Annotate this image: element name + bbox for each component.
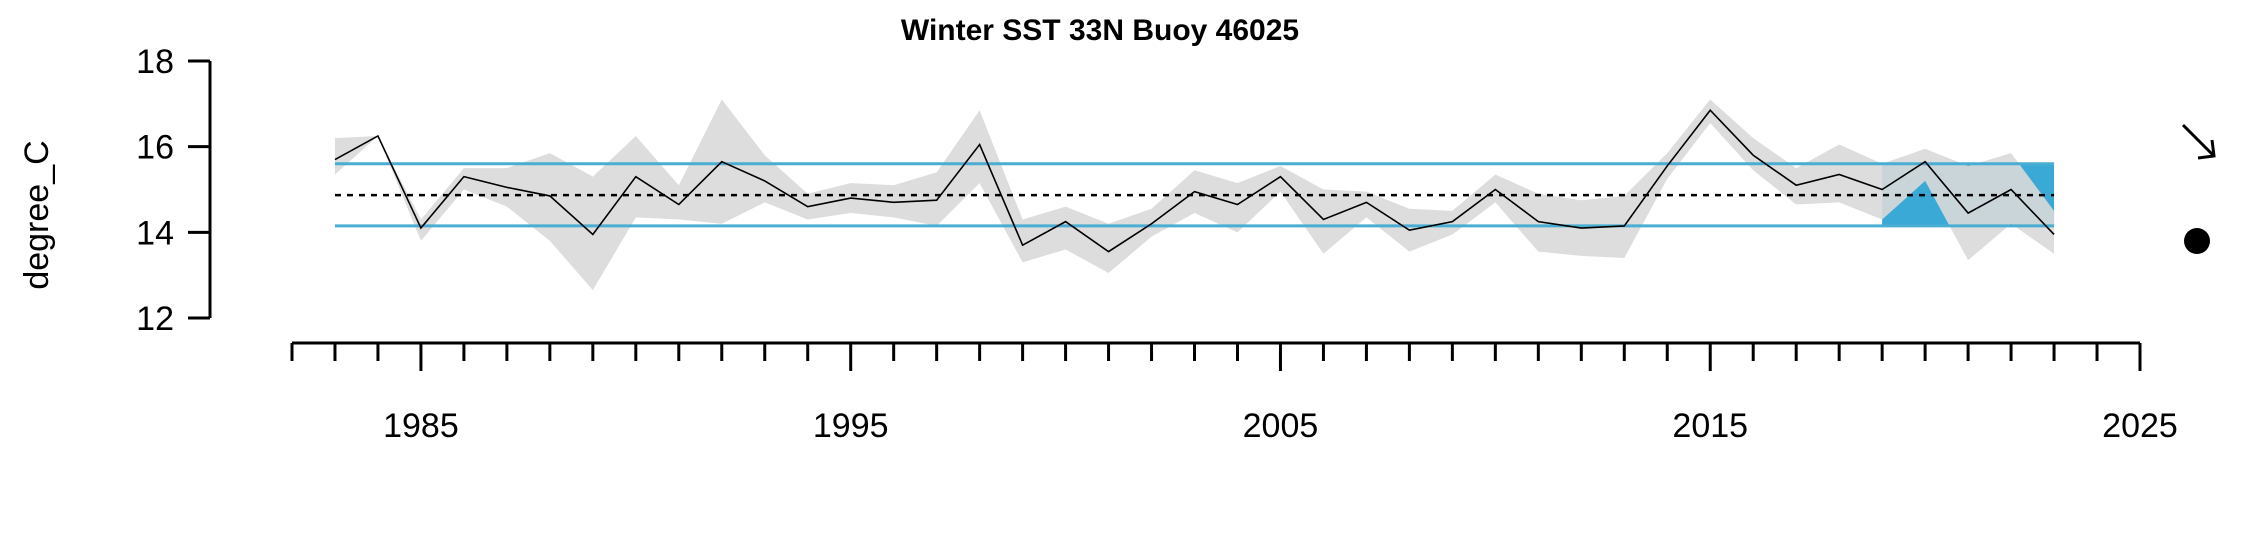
trend-arrow-icon [2181, 123, 2216, 160]
status-dot-icon [2184, 228, 2210, 254]
uncertainty-band [334, 99, 2055, 291]
series-line [334, 109, 2055, 253]
series-line-group [334, 109, 2055, 253]
x-axis: 1985 1995 2005 2015 2025 [290, 341, 2178, 445]
x-tick-label: 2025 [2102, 407, 2178, 445]
confidence-band [334, 99, 2055, 291]
y-tick-label: 14 [136, 214, 174, 252]
chart-title: Winter SST 33N Buoy 46025 [901, 14, 1299, 47]
x-tick-label: 1985 [383, 407, 459, 445]
y-axis: 12 14 16 18 [136, 43, 212, 338]
y-tick-label: 18 [136, 43, 174, 81]
reference-lines [334, 162, 2055, 228]
x-tick-label: 1995 [813, 407, 889, 445]
y-axis-label: degree_C [18, 140, 56, 289]
y-tick-label: 12 [136, 300, 174, 338]
x-tick-label: 2015 [1672, 407, 1748, 445]
x-tick-label: 2005 [1243, 407, 1319, 445]
y-tick-label: 16 [136, 129, 174, 167]
